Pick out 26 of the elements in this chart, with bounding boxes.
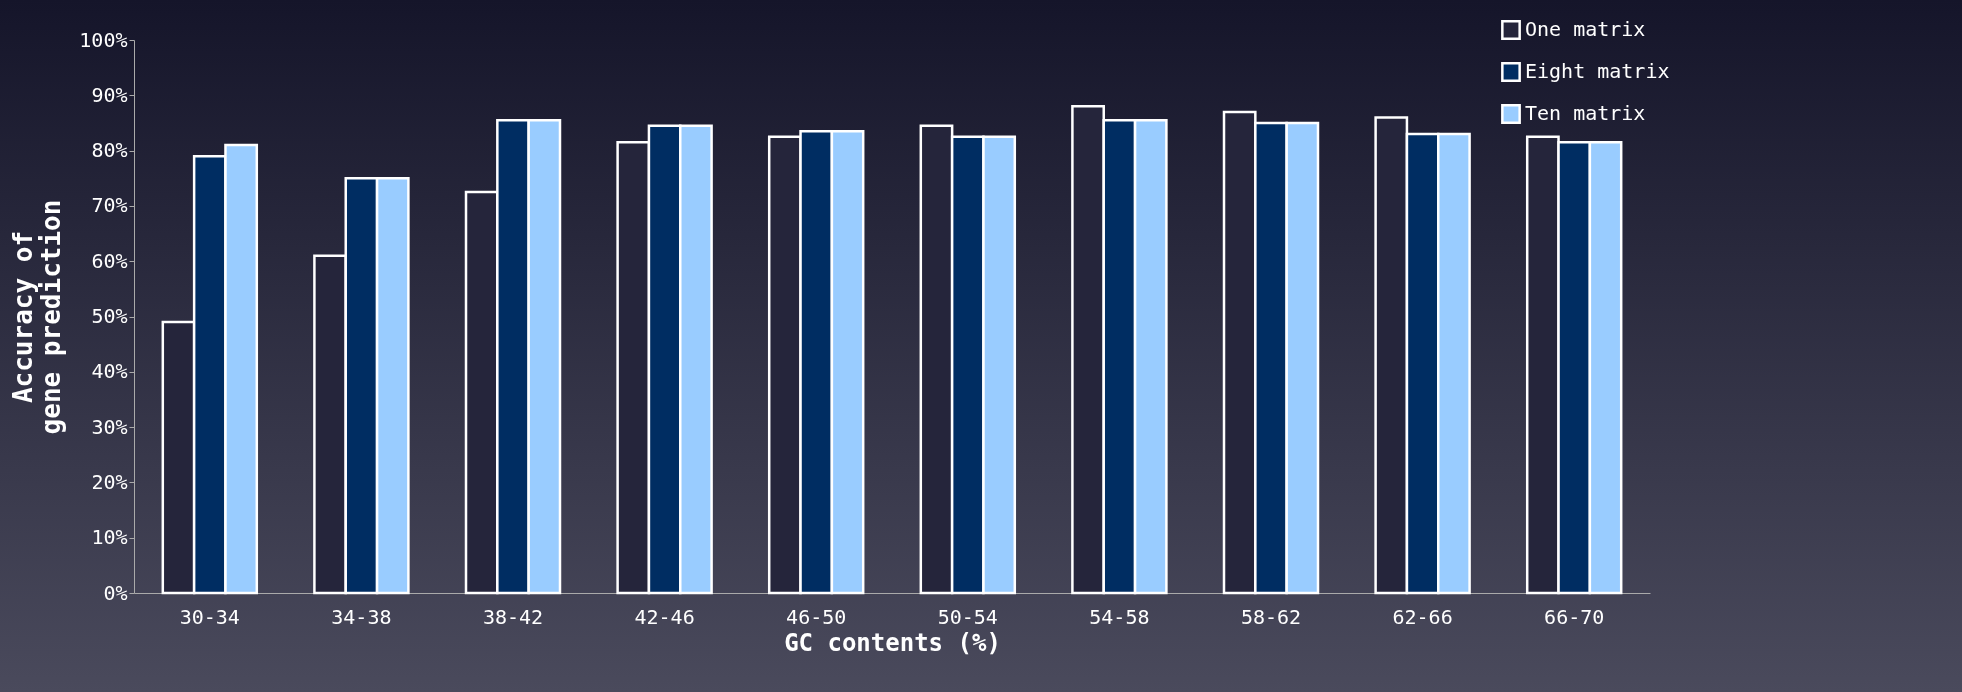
x-tick-label: 46-50 [786,604,847,629]
y-tick-label: 80% [91,138,128,163]
legend-label: One matrix [1525,17,1646,41]
x-tick-label: 50-54 [937,604,998,629]
x-tick-label: 30-34 [179,604,240,629]
legend-label: Ten matrix [1525,101,1646,125]
x-tick-label: 54-58 [1089,604,1150,629]
legend-label: Eight matrix [1525,59,1670,83]
y-axis-title: Accuracy of gene prediction [8,199,67,435]
x-tick-label: 66-70 [1544,604,1605,629]
x-tick-label: 58-62 [1240,604,1302,629]
x-tick-label: 34-38 [331,604,392,629]
y-tick-label: 10% [91,525,128,550]
x-tick-label: 38-42 [482,604,544,629]
y-tick-label: 0% [103,580,128,605]
y-tick-label: 40% [91,359,128,384]
x-tick-label: 62-66 [1392,604,1453,629]
y-tick-label: 90% [91,82,128,107]
y-tick-label: 100% [79,27,128,52]
x-tick-label: 42-46 [634,604,695,629]
y-tick-label: 50% [91,304,128,328]
y-tick-label: 30% [91,414,128,439]
y-tick-label: 60% [91,248,128,273]
y-tick-label: 20% [91,469,128,494]
y-tick-label: 70% [91,193,128,218]
x-axis-title: GC contents (%) [784,628,1001,657]
